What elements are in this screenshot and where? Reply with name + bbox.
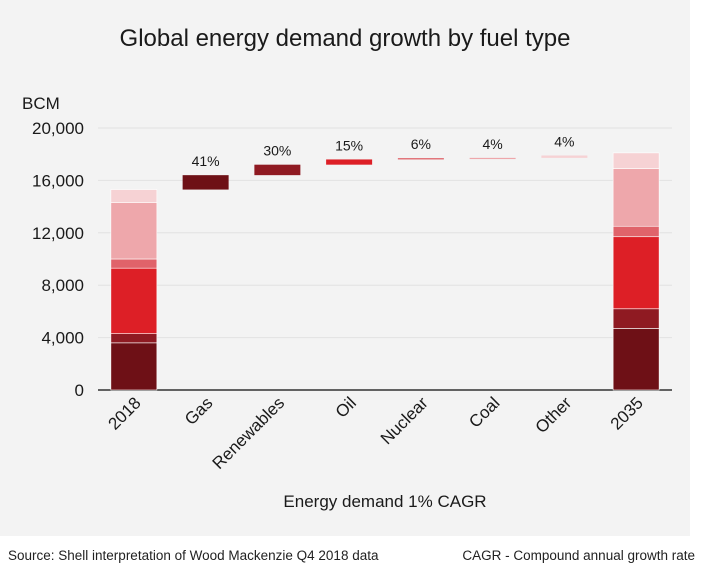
y-axis-unit-label: BCM bbox=[22, 94, 60, 113]
x-tick-label: Nuclear bbox=[377, 393, 432, 448]
increment-bar-coal bbox=[469, 157, 516, 160]
x-tick-label: 2035 bbox=[607, 393, 647, 433]
increment-bar-gas bbox=[182, 175, 229, 190]
x-tick-label: 2018 bbox=[105, 393, 145, 433]
x-tick-label: Oil bbox=[332, 393, 360, 421]
bar-segment-2035-gas bbox=[612, 328, 660, 391]
data-labels: 41% 30% 15% 6% 4% 4% bbox=[192, 134, 575, 170]
y-tick-label: 0 bbox=[75, 381, 84, 400]
bar-segment-2018-renewables bbox=[110, 333, 158, 344]
bar-segment-2018-oil bbox=[110, 267, 158, 334]
increment-bar-other bbox=[541, 155, 588, 158]
bar-segment-2018-gas bbox=[110, 342, 158, 391]
y-tick-label: 8,000 bbox=[41, 276, 84, 295]
chart-svg: Global energy demand growth by fuel type… bbox=[22, 25, 672, 511]
data-label-coal: 4% bbox=[483, 136, 503, 152]
gridlines bbox=[98, 127, 672, 391]
y-tick-label: 12,000 bbox=[32, 224, 84, 243]
bar-segment-2035-coal bbox=[612, 168, 660, 227]
increment-bar-nuclear bbox=[397, 158, 444, 160]
footer: Source: Shell interpretation of Wood Mac… bbox=[0, 536, 703, 571]
data-label-oil: 15% bbox=[335, 137, 363, 153]
source-note: Source: Shell interpretation of Wood Mac… bbox=[8, 548, 379, 563]
chart-title: Global energy demand growth by fuel type bbox=[120, 25, 571, 52]
bar-segment-2035-renewables bbox=[612, 308, 660, 329]
increment-bar-renewables bbox=[254, 164, 301, 176]
y-tick-label: 20,000 bbox=[32, 119, 84, 138]
bar-segment-2035-nuclear bbox=[612, 225, 660, 238]
data-label-gas: 41% bbox=[192, 153, 220, 169]
bars bbox=[110, 152, 660, 391]
cagr-note: CAGR - Compound annual growth rate bbox=[462, 548, 695, 563]
chart-panel: Global energy demand growth by fuel type… bbox=[0, 0, 690, 536]
y-tick-label: 16,000 bbox=[32, 171, 84, 190]
x-tick-label: Renewables bbox=[209, 393, 289, 473]
x-tick-label: Gas bbox=[181, 393, 216, 428]
data-label-nuclear: 6% bbox=[411, 136, 431, 152]
bar-segment-2018-nuclear bbox=[110, 258, 158, 269]
data-label-renewables: 30% bbox=[263, 143, 291, 159]
increment-bar-oil bbox=[326, 159, 373, 165]
y-tick-labels: 0 4,000 8,000 12,000 16,000 20,000 bbox=[32, 119, 84, 400]
bar-segment-2018-coal bbox=[110, 202, 158, 260]
x-tick-label: Coal bbox=[465, 393, 503, 431]
data-label-other: 4% bbox=[554, 134, 574, 150]
bar-segment-2035-other bbox=[612, 152, 660, 169]
x-axis-title: Energy demand 1% CAGR bbox=[283, 492, 486, 511]
x-tick-label: Other bbox=[532, 393, 576, 437]
y-tick-label: 4,000 bbox=[41, 329, 84, 348]
bar-segment-2018-other bbox=[110, 189, 158, 203]
bar-segment-2035-oil bbox=[612, 236, 660, 310]
